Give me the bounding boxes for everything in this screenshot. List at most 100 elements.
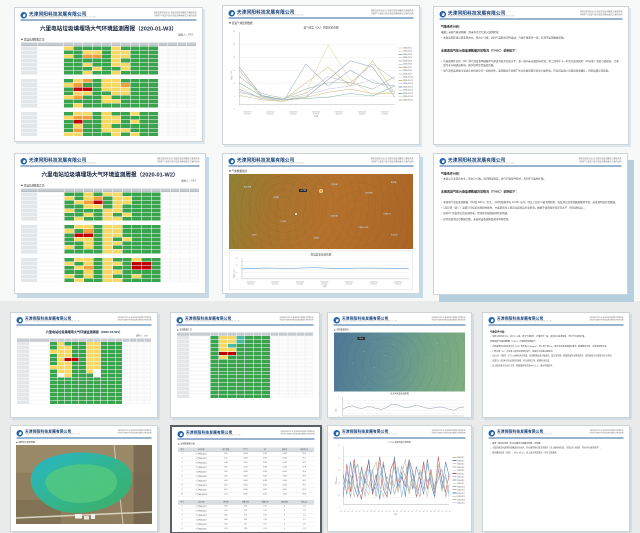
table-cell — [279, 379, 288, 383]
report-page-terrain-map[interactable]: 天津同阳科技发展有限公司 TIANJIN TONGYANG SCIENCE AND… — [222, 153, 420, 294]
table-cell — [244, 379, 253, 383]
table-cell — [170, 270, 180, 274]
table-cell — [64, 229, 74, 233]
report-page-w2-table[interactable]: 天津同阳科技发展有限公司 TIANJIN TONGYANG SCIENCE AND… — [14, 153, 206, 294]
report-page-statistics-tables[interactable]: 天津同阳科技发展有限公司 TIANJIN TONGYANG SCIENCE AND… — [170, 425, 322, 533]
table-cell — [149, 95, 159, 100]
table-cell — [270, 386, 279, 391]
table-cell: 0.63 — [216, 479, 236, 484]
table-cell — [160, 237, 171, 242]
table-cell — [111, 46, 121, 50]
table-cell — [180, 208, 190, 213]
table-cell — [262, 386, 271, 391]
table-cell — [122, 233, 132, 237]
table-cell: -1.9 — [294, 518, 314, 523]
table-cell — [151, 261, 161, 266]
table-cell — [92, 46, 102, 50]
report-page-w3-table[interactable]: 天津同阳科技发展有限公司 TIANJIN TONGYANG SCIENCE AND… — [14, 7, 203, 142]
table-header-cell: 周最小值 — [255, 499, 275, 505]
table-cell — [82, 91, 92, 96]
table-cell — [64, 124, 73, 128]
legend-label: 监测点位9 — [403, 72, 412, 75]
report-page-weather-analysis-w3[interactable]: 天津同阳科技发展有限公司 TIANJIN TONGYANG SCIENCE AND… — [433, 6, 629, 145]
table-cell — [177, 83, 187, 87]
table-cell — [132, 192, 142, 196]
map-place-label: 北闸口镇 — [330, 215, 338, 218]
table-cell — [129, 392, 137, 397]
legend-swatch — [452, 489, 457, 491]
table-cell — [160, 266, 171, 270]
table-cell — [57, 381, 65, 385]
table-cell — [158, 66, 168, 71]
bullet-icon: ▪ — [490, 345, 491, 348]
table-cell — [93, 388, 101, 393]
report-page-odor-chart[interactable]: 天津同阳科技发展有限公司 TIANJIN TONGYANG SCIENCE AND… — [222, 5, 420, 145]
report-page-satellite[interactable]: 天津同阳科技发展有限公司 TIANJIN TONGYANG SCIENCE AND… — [10, 425, 158, 532]
table-cell — [132, 188, 142, 192]
table-cell — [151, 278, 161, 282]
legend-item: 监测点位13 — [452, 495, 465, 498]
company-name-en: TIANJIN TONGYANG SCIENCE AND TECHNOLOGY … — [497, 433, 552, 436]
table-cell — [130, 91, 140, 96]
table-cell — [279, 375, 288, 379]
table-header-cell: TVOC — [235, 447, 256, 452]
table-cell — [64, 270, 74, 274]
header-tagline-1: 国家高新技术企业 恶臭在线监测整体方案服务商 — [431, 429, 466, 432]
table-cell — [21, 99, 37, 104]
wind-field-map: 2.1 1.8 2.4 1.5 1.9 1.2 2.0 1.7 1.4 2.2 1.6 1.3 1.9 2… — [334, 332, 465, 392]
table-cell: 0.56 — [216, 504, 236, 509]
table-cell — [187, 70, 196, 75]
table-cell: 0.48 — [216, 513, 236, 518]
table-header-cell: 序号 — [178, 447, 187, 452]
table-cell — [151, 257, 161, 262]
table-cell: 六里电站点位3 — [186, 513, 217, 518]
table-cell — [101, 95, 111, 100]
table-cell — [115, 361, 123, 366]
table-cell — [139, 50, 149, 55]
table-cell — [115, 400, 123, 405]
table-cell — [79, 392, 86, 397]
table-cell — [210, 390, 219, 395]
report-page-tvoc-chart[interactable]: 天津同阳科技发展有限公司 TIANJIN TONGYANG SCIENCE AND… — [327, 425, 472, 532]
table-cell — [37, 111, 64, 116]
table-cell — [158, 70, 168, 75]
table-cell — [210, 375, 219, 379]
table-cell — [112, 204, 122, 209]
table-cell: 0.50 — [216, 483, 236, 488]
table-cell — [168, 99, 178, 104]
table-cell — [93, 346, 101, 350]
header-tagline-1: 国家高新技术企业 恶臭在线监测整体方案服务商 — [280, 430, 315, 433]
table-cell — [279, 343, 288, 348]
table-cell — [92, 128, 102, 132]
table-cell: 0.003 — [274, 488, 295, 493]
legend-label: 监测点位3 — [457, 463, 465, 466]
report-page-weather-analysis-w2[interactable]: 天津同阳科技发展有限公司 TIANJIN TONGYANG SCIENCE AND… — [433, 153, 628, 295]
table-cell — [74, 212, 84, 217]
table-cell — [37, 62, 64, 67]
table-cell — [189, 204, 199, 209]
table-cell — [64, 132, 73, 136]
table-cell — [115, 377, 123, 381]
report-page-data-table-2[interactable]: 天津同阳科技发展有限公司 TIANJIN TONGYANG SCIENCE AND… — [170, 312, 320, 418]
table-cell — [103, 204, 113, 209]
map-place-label: 2.1 — [373, 340, 375, 343]
legend-label: 监测点位4 — [403, 56, 412, 59]
bullet-icon: ▪ — [441, 36, 442, 39]
table-cell — [93, 266, 103, 270]
chart-title: TVOC浓度周变化趋势图 — [388, 440, 411, 444]
report-page-analysis-3[interactable]: 天津同阳科技发展有限公司 TIANJIN TONGYANG SCIENCE AND… — [482, 312, 630, 418]
table-cell — [287, 340, 296, 344]
table-cell — [132, 216, 142, 221]
report-page-w1-table[interactable]: 天津同阳科技发展有限公司 TIANJIN TONGYANG SCIENCE AND… — [10, 312, 158, 418]
table-cell — [129, 381, 137, 385]
report-page-satellite-notes[interactable]: 天津同阳科技发展有限公司 TIANJIN TONGYANG SCIENCE AND… — [482, 425, 630, 532]
table-cell — [177, 132, 187, 136]
table-cell — [64, 99, 73, 104]
report-page-wind-map[interactable]: 天津同阳科技发展有限公司 TIANJIN TONGYANG SCIENCE AND… — [327, 312, 472, 418]
table-cell — [227, 375, 236, 379]
table-cell — [149, 91, 159, 96]
table-cell — [219, 347, 228, 352]
table-cell — [21, 120, 37, 124]
legend-item: 监测点位3 — [398, 53, 413, 56]
table-cell — [287, 332, 296, 336]
